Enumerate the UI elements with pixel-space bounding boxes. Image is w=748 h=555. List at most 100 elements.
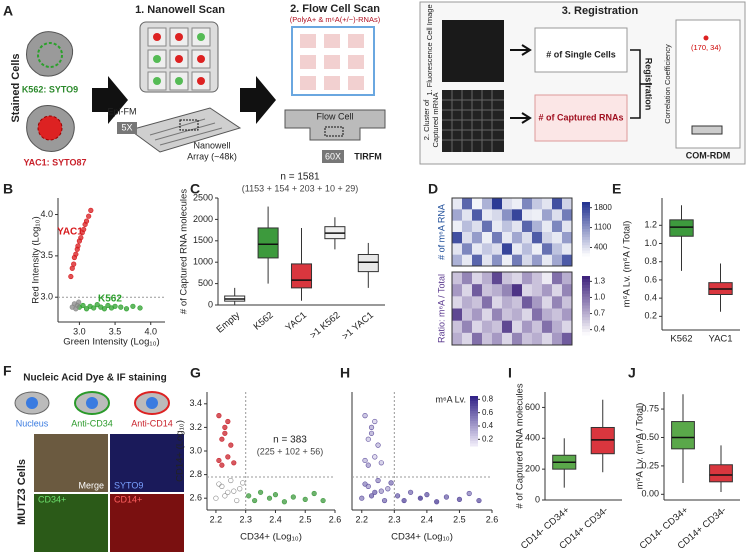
panel-label: G <box>190 365 201 381</box>
colorbar <box>582 326 590 330</box>
heat-cell <box>472 232 483 244</box>
label: CD34+ <box>38 494 66 504</box>
heat-cell <box>462 209 473 221</box>
heat-cell <box>512 243 523 255</box>
heat-cell <box>532 320 543 334</box>
panel-label: I <box>508 365 512 381</box>
y-tick-label: 0.8 <box>644 256 657 266</box>
heat-cell <box>452 332 463 346</box>
colorbar <box>470 411 478 414</box>
heat-cell <box>562 308 573 321</box>
colorbar <box>582 296 590 301</box>
x-tick-label: 2.6 <box>329 514 342 524</box>
point <box>385 486 391 492</box>
heat-cell <box>542 198 553 210</box>
heat-cell <box>552 198 563 210</box>
colorbar <box>582 234 590 238</box>
point <box>137 305 143 311</box>
heat-cell <box>502 308 513 321</box>
heat-cell <box>532 296 543 309</box>
heat-cell <box>492 198 503 210</box>
heat-cell <box>512 284 523 297</box>
colorbar <box>582 314 590 318</box>
point <box>311 490 317 497</box>
x-tick-label: K562 <box>252 310 276 333</box>
y-tick-label: 0.4 <box>644 293 657 303</box>
heat-cell <box>512 320 523 334</box>
colorbar <box>582 293 590 298</box>
label: Registration <box>644 58 654 111</box>
heat-cell <box>452 284 463 297</box>
heat-cell <box>562 232 573 244</box>
colorbar-label: 400 <box>594 243 608 252</box>
heat-cell <box>522 254 533 267</box>
point <box>266 495 273 501</box>
label: Array (~48k) <box>187 151 237 161</box>
heat-cell <box>522 296 533 309</box>
colorbar <box>582 202 590 206</box>
heat-cell <box>562 332 573 346</box>
point <box>86 213 92 219</box>
x-tick-label: K562 <box>670 334 692 345</box>
point <box>378 488 384 494</box>
colorbar-label: 1.3 <box>594 276 606 285</box>
point <box>213 495 219 501</box>
y-tick-label: 3.2 <box>189 422 202 432</box>
colorbar-label: 1100 <box>594 223 612 232</box>
label: YAC1: SYTO87 <box>23 157 86 167</box>
y-tick-label: 4.0 <box>40 209 53 219</box>
point <box>130 303 136 309</box>
heat-cell <box>482 220 493 233</box>
colorbar <box>582 220 590 225</box>
y-tick-label: 0.2 <box>644 311 657 321</box>
panel-f: Nucleic Acid Dye & IF staining Nucleus A… <box>14 373 184 552</box>
heat-cell <box>512 220 523 233</box>
heat-cell <box>462 320 473 334</box>
heat-cell <box>502 284 513 297</box>
point <box>417 495 423 501</box>
heat-cell <box>502 320 513 334</box>
x-tick-label: 2.5 <box>299 514 312 524</box>
colorbar <box>582 231 590 235</box>
colorbar-label: 0.4 <box>594 325 606 334</box>
heat-cell <box>522 308 533 321</box>
x-axis-label: CD34+ (Log₁₀) <box>391 532 453 543</box>
colorbar <box>582 207 590 211</box>
zoom <box>324 126 344 137</box>
x-tick-label: YAC1 <box>708 334 732 345</box>
heat-cell <box>512 209 523 221</box>
heat-cell <box>472 320 483 334</box>
x-tick-label: 2.2 <box>210 514 223 524</box>
point <box>216 457 222 464</box>
heat-cell <box>502 209 513 221</box>
y-tick-label: 0.00 <box>641 489 659 499</box>
heat-cell <box>472 308 483 321</box>
colorbar <box>582 290 590 295</box>
point <box>368 424 375 431</box>
colorbar-title: m⁶A Lv. <box>435 394 466 404</box>
point <box>388 480 394 486</box>
heat-cell <box>532 254 543 267</box>
box <box>671 421 695 450</box>
point <box>401 497 407 504</box>
heat-cell <box>512 198 523 210</box>
label: Correlation Coefficiency <box>663 44 672 124</box>
heat-cell <box>482 232 493 244</box>
point <box>424 492 430 498</box>
wells <box>147 27 211 91</box>
heat-cell <box>532 332 543 346</box>
heat-cell <box>502 254 513 267</box>
heat-cell <box>452 272 463 285</box>
label: CD14+ <box>114 494 142 504</box>
colorbar <box>582 305 590 309</box>
colorbar <box>582 204 590 208</box>
colorbar <box>582 250 590 254</box>
heat-cell <box>492 320 503 334</box>
heat-cell <box>512 232 523 244</box>
objective <box>117 122 137 134</box>
image <box>442 20 504 82</box>
point <box>365 436 371 442</box>
colorbar <box>582 323 590 327</box>
x-tick-label: 3.5 <box>109 326 122 336</box>
heat-cell <box>462 308 473 321</box>
